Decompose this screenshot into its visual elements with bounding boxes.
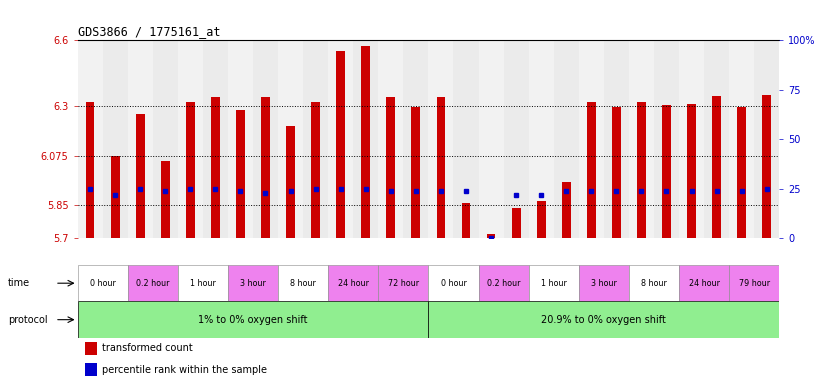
Bar <box>554 40 579 238</box>
Bar <box>529 265 579 301</box>
Bar <box>437 98 446 238</box>
Text: GDS3866 / 1775161_at: GDS3866 / 1775161_at <box>78 25 220 38</box>
Text: percentile rank within the sample: percentile rank within the sample <box>102 364 267 375</box>
Bar <box>478 265 529 301</box>
Text: 0 hour: 0 hour <box>90 279 116 288</box>
Bar <box>336 51 345 238</box>
Text: 20.9% to 0% oxygen shift: 20.9% to 0% oxygen shift <box>541 314 667 325</box>
Bar <box>328 265 379 301</box>
Bar <box>537 201 546 238</box>
Bar <box>86 102 95 238</box>
Text: 1 hour: 1 hour <box>190 279 215 288</box>
Bar <box>211 98 220 238</box>
Bar <box>629 265 679 301</box>
Bar <box>353 40 379 238</box>
Bar <box>687 104 696 238</box>
Text: time: time <box>8 278 30 288</box>
Bar <box>579 265 629 301</box>
Bar <box>379 40 403 238</box>
Text: 1 hour: 1 hour <box>541 279 566 288</box>
Bar <box>261 98 270 238</box>
Bar <box>738 108 746 238</box>
Bar <box>186 102 195 238</box>
Bar <box>228 265 278 301</box>
Bar <box>127 40 153 238</box>
Bar <box>612 108 621 238</box>
Bar <box>428 301 779 338</box>
Bar <box>730 265 779 301</box>
Text: 24 hour: 24 hour <box>689 279 720 288</box>
Text: transformed count: transformed count <box>102 343 193 354</box>
Bar <box>403 40 428 238</box>
Text: 79 hour: 79 hour <box>738 279 769 288</box>
Text: 0.2 hour: 0.2 hour <box>136 279 170 288</box>
Text: 8 hour: 8 hour <box>290 279 316 288</box>
Bar <box>478 40 503 238</box>
Bar <box>654 40 679 238</box>
Bar <box>153 40 178 238</box>
Bar <box>278 40 303 238</box>
Bar <box>379 265 428 301</box>
Bar <box>762 95 771 238</box>
Bar <box>428 265 478 301</box>
Bar <box>529 40 554 238</box>
Bar <box>486 234 495 238</box>
Bar <box>78 265 127 301</box>
Text: 0 hour: 0 hour <box>441 279 467 288</box>
Bar <box>503 40 529 238</box>
Text: 8 hour: 8 hour <box>641 279 667 288</box>
Bar <box>361 46 370 238</box>
Bar <box>228 40 253 238</box>
Text: 72 hour: 72 hour <box>388 279 419 288</box>
Bar <box>311 102 320 238</box>
Bar <box>178 265 228 301</box>
Bar <box>604 40 629 238</box>
Bar <box>411 108 420 238</box>
Bar <box>679 265 730 301</box>
Bar <box>111 156 119 238</box>
Bar <box>679 40 704 238</box>
Bar <box>512 209 521 238</box>
Bar <box>135 114 144 238</box>
Text: 3 hour: 3 hour <box>591 279 617 288</box>
Bar <box>286 126 295 238</box>
Text: protocol: protocol <box>8 314 48 325</box>
Bar <box>127 265 178 301</box>
Bar <box>730 40 754 238</box>
Bar <box>428 40 454 238</box>
Bar <box>562 182 570 238</box>
Bar <box>236 109 245 238</box>
Text: 24 hour: 24 hour <box>338 279 369 288</box>
Bar <box>161 161 170 238</box>
Bar <box>587 102 596 238</box>
Bar <box>387 98 395 238</box>
Bar <box>103 40 127 238</box>
Text: 0.2 hour: 0.2 hour <box>487 279 521 288</box>
Bar <box>253 40 278 238</box>
Bar <box>78 40 103 238</box>
Bar <box>85 363 97 376</box>
Bar <box>328 40 353 238</box>
Bar <box>754 40 779 238</box>
Bar <box>712 96 721 238</box>
Bar <box>454 40 478 238</box>
Bar <box>178 40 203 238</box>
Bar <box>637 102 645 238</box>
Bar <box>78 301 428 338</box>
Bar <box>85 342 97 355</box>
Bar <box>629 40 654 238</box>
Bar <box>462 203 470 238</box>
Bar <box>579 40 604 238</box>
Bar <box>303 40 328 238</box>
Bar <box>278 265 328 301</box>
Bar <box>662 105 671 238</box>
Bar <box>203 40 228 238</box>
Text: 3 hour: 3 hour <box>240 279 266 288</box>
Text: 1% to 0% oxygen shift: 1% to 0% oxygen shift <box>198 314 308 325</box>
Bar <box>704 40 730 238</box>
